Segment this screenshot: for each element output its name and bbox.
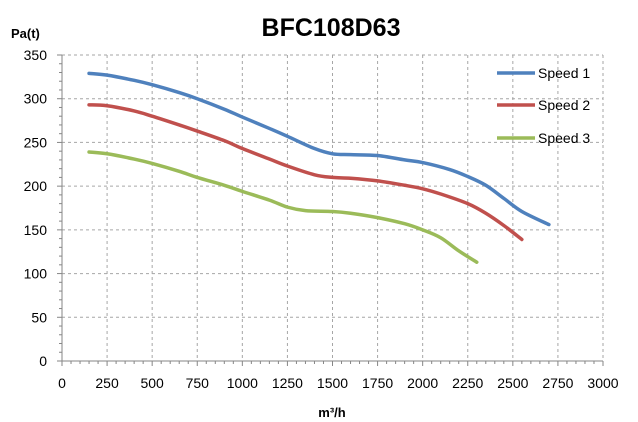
legend-item-speed-2: Speed 2 [497,97,590,113]
y-tick-label: 50 [31,309,47,325]
series-line-speed-3 [87,150,479,264]
x-tick-label: 1750 [362,375,393,391]
series [87,71,551,264]
grid [62,54,604,361]
y-tick-label: 350 [24,47,48,63]
y-tick-labels: 0 50 100 150 200 250 300 350 [24,47,48,369]
y-tick-label: 250 [24,134,48,150]
y-tick-label: 150 [24,222,48,238]
legend-label-speed-2: Speed 2 [538,97,590,113]
x-axis-label: m³/h [318,405,346,420]
x-tick-label: 2000 [407,375,438,391]
x-tick-label: 1250 [272,375,303,391]
x-tick-label: 3000 [587,375,618,391]
series-line-speed-1 [87,71,551,227]
axes [57,54,604,366]
y-tick-label: 200 [24,178,48,194]
y-tick-label: 300 [24,91,48,107]
x-tick-label: 1500 [317,375,348,391]
x-tick-labels: 0 250 500 750 1000 1250 1500 1750 2000 2250 2500 27… [58,375,619,391]
series-line-speed-2 [87,103,524,242]
x-tick-label: 2250 [452,375,483,391]
legend-label-speed-1: Speed 1 [538,65,590,81]
x-tick-label: 1000 [227,375,258,391]
x-tick-label: 500 [140,375,164,391]
legend-item-speed-3: Speed 3 [497,130,590,146]
y-tick-label: 0 [39,353,47,369]
y-tick-label: 100 [24,266,48,282]
legend-item-speed-1: Speed 1 [497,65,590,81]
chart-title: BFC108D63 [262,14,401,42]
y-axis-label: Pa(t) [11,26,40,41]
x-tick-label: 250 [95,375,119,391]
x-tick-label: 750 [186,375,210,391]
legend-label-speed-3: Speed 3 [538,130,590,146]
x-tick-label: 2500 [497,375,528,391]
x-tick-label: 0 [58,375,66,391]
legend: Speed 1 Speed 2 Speed 3 [497,65,590,146]
x-tick-label: 2750 [542,375,573,391]
